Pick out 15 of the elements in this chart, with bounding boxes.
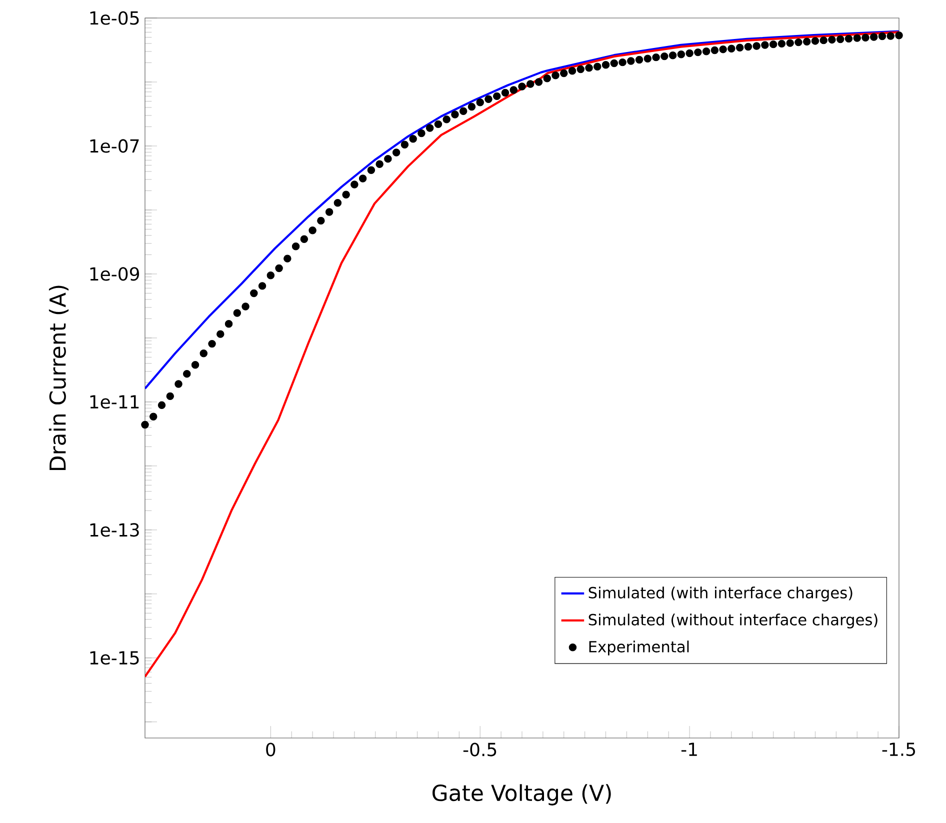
legend-label: Simulated (without interface charges) [588,614,878,628]
x-tick-label: -0.5 [463,742,496,756]
y-tick-label: 1e-11 [90,395,139,409]
y-tick-label: 1e-13 [90,523,139,537]
x-tick-label: -1 [681,742,697,756]
y-tick-label: 1e-15 [90,651,139,665]
legend-label: Simulated (with interface charges) [588,586,852,602]
x-axis-title: Gate Voltage (V) [432,784,611,806]
y-tick-label: 1e-05 [90,11,139,25]
x-tick-label: 0 [266,742,276,756]
y-axis-title: Drain Current (A) [48,286,69,470]
x-tick-label: -1.5 [882,742,915,756]
y-tick-label: 1e-09 [90,267,140,281]
y-tick-label: 1e-07 [90,139,139,153]
legend-label: Experimental [589,640,689,656]
